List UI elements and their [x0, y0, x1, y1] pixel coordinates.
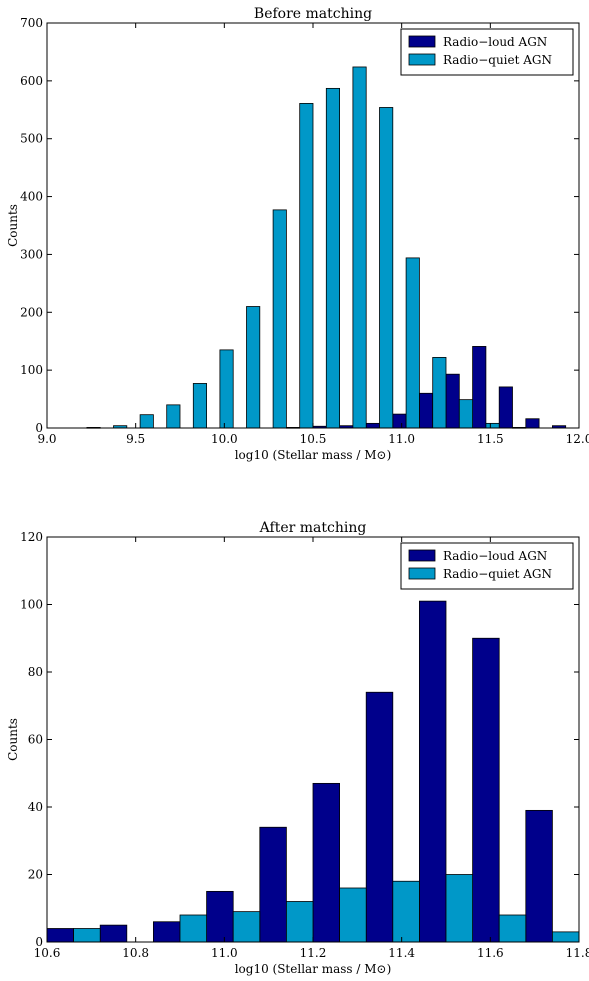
chart-title: After matching	[259, 520, 367, 536]
bar-radio-loud	[445, 373, 460, 429]
x-tick-label: 11.8	[566, 946, 589, 960]
legend-label: Radio−loud AGN	[443, 549, 547, 563]
bar-radio-loud	[206, 890, 234, 943]
bar-radio-quiet	[246, 306, 261, 429]
bar-radio-loud	[498, 386, 513, 429]
bar-radio-quiet	[485, 422, 500, 429]
y-tick-label: 120	[20, 530, 43, 544]
bar-radio-quiet	[379, 107, 394, 429]
bar-radio-loud	[525, 809, 553, 943]
y-tick-label: 80	[28, 665, 43, 679]
legend-swatch-radio-quiet	[408, 53, 436, 66]
x-tick-label: 11.0	[388, 432, 415, 446]
x-tick-label: 11.0	[211, 946, 238, 960]
y-tick-label: 100	[20, 598, 43, 612]
chart-1: 9.0 9.5 10.0 10.5 11.0 11.5 12.0 0 100 200 300 400 5…	[6, 6, 589, 462]
bar-radio-quiet	[552, 931, 580, 943]
x-tick-label: 10.8	[122, 946, 149, 960]
y-tick-label: 60	[28, 733, 43, 747]
bar-radio-loud	[99, 924, 128, 943]
x-tick-label: 9.0	[37, 432, 56, 446]
legend: Radio−loud AGN Radio−quiet AGN	[400, 542, 574, 590]
x-tick-label: 10.0	[211, 432, 238, 446]
bar-radio-loud	[418, 600, 447, 943]
bar-radio-loud	[472, 346, 487, 429]
bar-radio-loud	[365, 422, 380, 429]
bar-radio-quiet	[179, 914, 208, 943]
bar-radio-quiet	[219, 349, 234, 429]
legend-swatch-radio-loud	[408, 549, 436, 562]
bar-radio-quiet	[339, 887, 367, 943]
legend-label: Radio−loud AGN	[443, 35, 547, 49]
bar-radio-quiet	[192, 383, 208, 429]
y-tick-label: 0	[35, 421, 43, 435]
bar-radio-quiet	[445, 874, 474, 943]
x-tick-label: 11.4	[388, 946, 415, 960]
bar-radio-loud	[472, 637, 500, 943]
bar-radio-loud	[525, 418, 540, 429]
y-axis-label: Counts	[6, 718, 20, 761]
bar-radio-loud	[312, 782, 341, 943]
legend-swatch-radio-loud	[408, 35, 436, 48]
bar-radio-quiet	[432, 357, 447, 429]
chart-2: 10.6 10.8 11.0 11.2 11.4 11.6 11.8 0 20 40 60 80 100…	[6, 520, 589, 976]
bar-radio-loud	[152, 921, 181, 943]
bar-radio-quiet	[299, 103, 314, 429]
legend-label: Radio−quiet AGN	[443, 567, 552, 581]
y-tick-label: 700	[20, 16, 43, 30]
x-tick-label: 10.6	[34, 946, 61, 960]
x-tick-label: 11.5	[477, 432, 504, 446]
bar-radio-quiet	[352, 66, 367, 429]
y-tick-label: 100	[20, 363, 43, 377]
bar-radio-quiet	[73, 928, 101, 943]
legend-box	[400, 542, 574, 590]
x-tick-label: 11.2	[300, 946, 327, 960]
x-tick-label: 12.0	[566, 432, 589, 446]
legend-swatch-radio-quiet	[408, 567, 436, 580]
y-tick-label: 0	[35, 935, 43, 949]
bar-radio-quiet	[139, 414, 154, 429]
x-axis-label: log10 (Stellar mass / M⊙)	[235, 448, 392, 462]
y-axis-label: Counts	[6, 204, 20, 247]
x-tick-label: 10.5	[300, 432, 327, 446]
y-tick-label: 400	[20, 190, 43, 204]
bar-radio-loud	[392, 413, 407, 429]
bar-radio-loud	[365, 691, 394, 943]
y-tick-label: 600	[20, 74, 43, 88]
bar-radio-quiet	[325, 87, 340, 429]
y-tick-label: 300	[20, 247, 43, 261]
bar-radio-quiet	[498, 914, 527, 943]
bar-radio-quiet	[166, 404, 181, 429]
legend: Radio−loud AGN Radio−quiet AGN	[400, 28, 574, 76]
bar-radio-quiet	[405, 257, 420, 429]
y-tick-label: 20	[28, 868, 43, 882]
y-tick-label: 40	[28, 800, 43, 814]
bar-radio-quiet	[392, 880, 420, 943]
bar-radio-quiet	[285, 901, 314, 943]
bar-radio-quiet	[458, 399, 473, 429]
x-tick-label: 9.5	[126, 432, 145, 446]
bar-radio-loud	[418, 392, 434, 429]
bar-radio-quiet	[232, 911, 261, 943]
bar-radio-loud	[259, 826, 287, 943]
y-tick-label: 500	[20, 132, 43, 146]
y-tick-label: 200	[20, 305, 43, 319]
chart-title: Before matching	[254, 6, 372, 22]
bar-radio-quiet	[272, 209, 287, 429]
x-tick-label: 11.6	[477, 946, 504, 960]
legend-label: Radio−quiet AGN	[443, 53, 552, 67]
bar-radio-loud	[46, 928, 75, 943]
x-axis-label: log10 (Stellar mass / M⊙)	[235, 962, 392, 976]
